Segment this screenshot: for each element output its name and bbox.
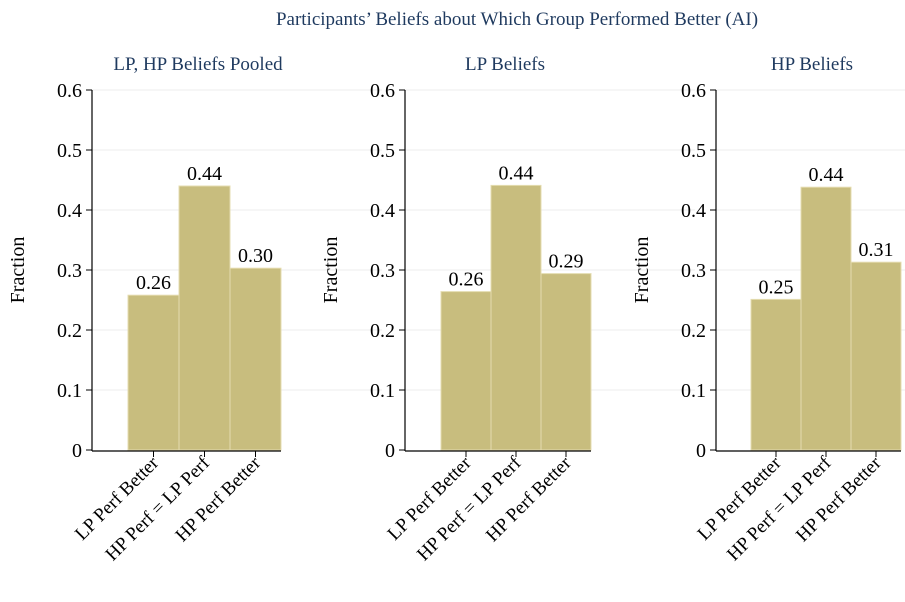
y-tick-label: 0.4 xyxy=(370,200,395,222)
data-label: 0.26 xyxy=(136,272,171,294)
panel-1: LP, HP Beliefs Pooled 0 0.1 0.2 0.3 0.4 0.5 0.6… xyxy=(7,54,382,565)
y-tick-label: 0.6 xyxy=(370,80,395,102)
y-tick-label: 0.5 xyxy=(370,140,395,162)
y-tick-label: 0.1 xyxy=(370,380,395,402)
data-label: 0.30 xyxy=(238,245,273,267)
panel-2: LP Beliefs 0 0.1 0.2 0.3 0.4 0.5 0.6 Fraction 0.2… xyxy=(320,54,695,565)
panel-title: HP Beliefs xyxy=(771,54,853,75)
y-tick-label: 0.6 xyxy=(681,80,706,102)
bar xyxy=(490,184,542,451)
panel-title: LP, HP Beliefs Pooled xyxy=(113,54,283,75)
y-tick-label: 0.1 xyxy=(57,380,82,402)
y-tick-label: 0.4 xyxy=(681,200,706,222)
y-tick-label: 0.5 xyxy=(57,140,82,162)
y-tick-label: 0 xyxy=(72,440,82,462)
bar xyxy=(178,185,231,451)
y-tick-label: 0.3 xyxy=(57,260,82,282)
y-tick-label: 0 xyxy=(385,440,395,462)
panel-3: HP Beliefs 0 0.1 0.2 0.3 0.4 0.5 0.6 Fraction 0.2… xyxy=(631,54,905,565)
y-tick-label: 0.4 xyxy=(57,200,82,222)
data-label: 0.25 xyxy=(759,276,794,298)
data-label: 0.29 xyxy=(549,251,584,273)
data-label: 0.44 xyxy=(809,164,844,186)
y-tick-label: 0 xyxy=(696,440,706,462)
y-tick-label: 0.6 xyxy=(57,80,82,102)
data-label: 0.44 xyxy=(499,162,534,184)
y-axis-label: Fraction xyxy=(7,237,29,304)
chart-title: Participants’ Beliefs about Which Group … xyxy=(276,9,758,30)
bar xyxy=(540,273,592,451)
y-axis-label: Fraction xyxy=(320,237,342,304)
y-axis-label: Fraction xyxy=(631,237,653,304)
data-label: 0.26 xyxy=(449,269,484,291)
data-label: 0.44 xyxy=(187,163,222,185)
bar xyxy=(229,267,282,451)
y-tick-label: 0.1 xyxy=(681,380,706,402)
y-tick-label: 0.2 xyxy=(57,320,82,342)
bar xyxy=(127,294,180,451)
bar xyxy=(800,186,852,451)
y-tick-label: 0.3 xyxy=(681,260,706,282)
panel-title: LP Beliefs xyxy=(465,54,545,75)
bar xyxy=(850,261,902,451)
y-tick-label: 0.2 xyxy=(681,320,706,342)
y-tick-label: 0.2 xyxy=(370,320,395,342)
y-tick-label: 0.5 xyxy=(681,140,706,162)
y-tick-label: 0.3 xyxy=(370,260,395,282)
bar xyxy=(440,291,492,451)
bar xyxy=(750,298,802,451)
data-label: 0.31 xyxy=(859,239,894,261)
